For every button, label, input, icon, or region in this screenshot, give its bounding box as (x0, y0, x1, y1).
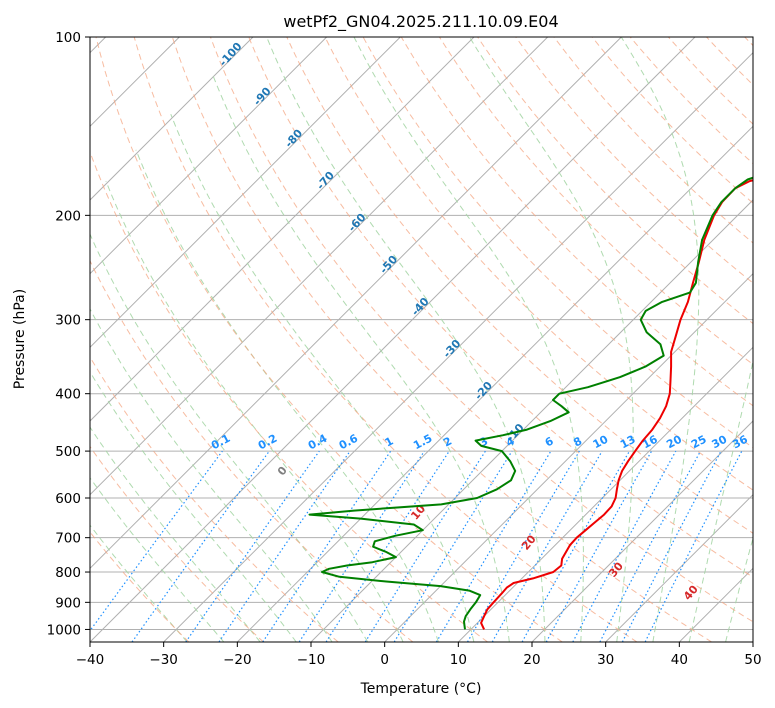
mixing-ratio-label: 20 (664, 432, 684, 451)
moist-adiabat-line (90, 370, 297, 642)
dry-adiabat-line (629, 37, 753, 165)
dry-adiabat-line (400, 37, 753, 407)
mixing-ratio-line (521, 450, 631, 642)
dewpoint-profile-line (308, 176, 753, 630)
y-tick-label: 300 (55, 313, 81, 329)
dry-adiabat-line (248, 37, 753, 578)
plot-frame (89, 36, 754, 643)
moist-adiabat-line (90, 426, 261, 642)
moist-adiabat-line (725, 536, 753, 642)
mixing-ratio-label: 36 (730, 433, 750, 452)
moist-adiabat-line (170, 114, 475, 642)
mixing-ratio-label: 13 (618, 433, 638, 452)
isotherm-line (384, 272, 753, 642)
y-tick-label: 200 (55, 208, 81, 224)
dry-adiabat-line (171, 37, 712, 642)
temperature-profile-line (480, 179, 753, 630)
mixing-ratio-line (325, 450, 450, 642)
x-tick-label: −40 (76, 652, 105, 668)
x-tick-label: −30 (149, 652, 178, 668)
x-tick-label: 20 (523, 652, 540, 668)
mixing-ratio-line (262, 450, 392, 642)
moist-adiabat-line (90, 232, 369, 642)
moist-adiabat-line (105, 180, 404, 642)
isotherm-line (90, 37, 254, 201)
dry-adiabat-line (210, 37, 753, 623)
y-tick-label: 100 (55, 30, 81, 46)
dry-adiabat-line (90, 445, 264, 642)
moist-adiabat-line (688, 358, 753, 642)
x-tick-label: 0 (380, 652, 389, 668)
x-tick-label: −20 (223, 652, 252, 668)
isotherm-line (531, 420, 753, 642)
moist-adiabat-line (620, 37, 700, 642)
moist-adiabat-line (211, 72, 510, 642)
moist-adiabats (90, 37, 753, 642)
x-tick-label: 50 (744, 652, 761, 668)
mixing-ratio-line (218, 450, 351, 642)
moist-adiabat-line (90, 476, 225, 642)
mixing-ratio-lines (90, 450, 743, 642)
mixing-ratio-line (298, 450, 425, 642)
profile-series (308, 176, 753, 630)
moist-adiabat-line (135, 149, 439, 642)
isotherm-line (457, 346, 753, 642)
y-tick-label: 1000 (47, 622, 81, 638)
moist-adiabat-line (266, 37, 546, 642)
dry-adiabat-line (90, 259, 414, 642)
isotherm-line (605, 493, 753, 642)
mixing-ratio-line (90, 450, 223, 632)
isotherm-line (163, 51, 753, 642)
x-tick-label: −10 (297, 652, 326, 668)
isotherm-line (90, 37, 549, 496)
y-tick-label: 600 (55, 491, 81, 507)
mixing-ratio-label: 30 (710, 433, 730, 452)
dry-adiabat-line (362, 37, 753, 449)
moist-adiabat-line (353, 37, 584, 642)
dry-adiabat-line (95, 37, 563, 642)
mixing-ratio-line (131, 450, 270, 642)
isotherm-line (236, 125, 753, 642)
chart-title: wetPf2_GN04.2025.211.10.09.E04 (283, 12, 558, 32)
isotherm-line (90, 37, 328, 275)
mixing-ratio-line (572, 450, 677, 642)
isotherm-line (90, 37, 475, 422)
moist-adiabat-line (90, 524, 188, 642)
x-tick-label: 40 (671, 652, 688, 668)
mixing-ratio-line (545, 450, 653, 642)
mixing-ratio-line (185, 450, 320, 642)
y-tick-label: 500 (55, 444, 81, 460)
mixing-ratio-line (644, 450, 743, 642)
dry-adiabat-line (591, 37, 753, 204)
isotherm-line (90, 37, 401, 349)
moist-adiabat-line (90, 308, 333, 642)
dry-adiabats (90, 37, 753, 642)
dry-adiabat-line (133, 37, 638, 642)
y-tick-label: 800 (55, 565, 81, 581)
x-tick-label: 10 (450, 652, 467, 668)
dry-adiabat-line (515, 37, 753, 284)
x-axis-label: Temperature (°C) (360, 681, 482, 697)
y-tick-label: 700 (55, 531, 81, 547)
isotherm-line (90, 37, 696, 642)
y-tick-label: 900 (55, 595, 81, 611)
grid-layer (90, 37, 753, 642)
isotherm-line (90, 37, 622, 570)
x-tick-label: 30 (597, 652, 614, 668)
mixing-ratio-label: 25 (689, 433, 709, 452)
y-axis-label: Pressure (hPa) (12, 289, 28, 389)
dry-adiabat-line (477, 37, 753, 325)
mixing-ratio-label: 10 (591, 432, 611, 451)
dry-adiabat-line (324, 37, 753, 491)
axes: −40 −30 −20 −10 0 10 20 30 40 50 100 200 300 400 500 60… (47, 30, 762, 668)
y-tick-label: 400 (55, 387, 81, 403)
